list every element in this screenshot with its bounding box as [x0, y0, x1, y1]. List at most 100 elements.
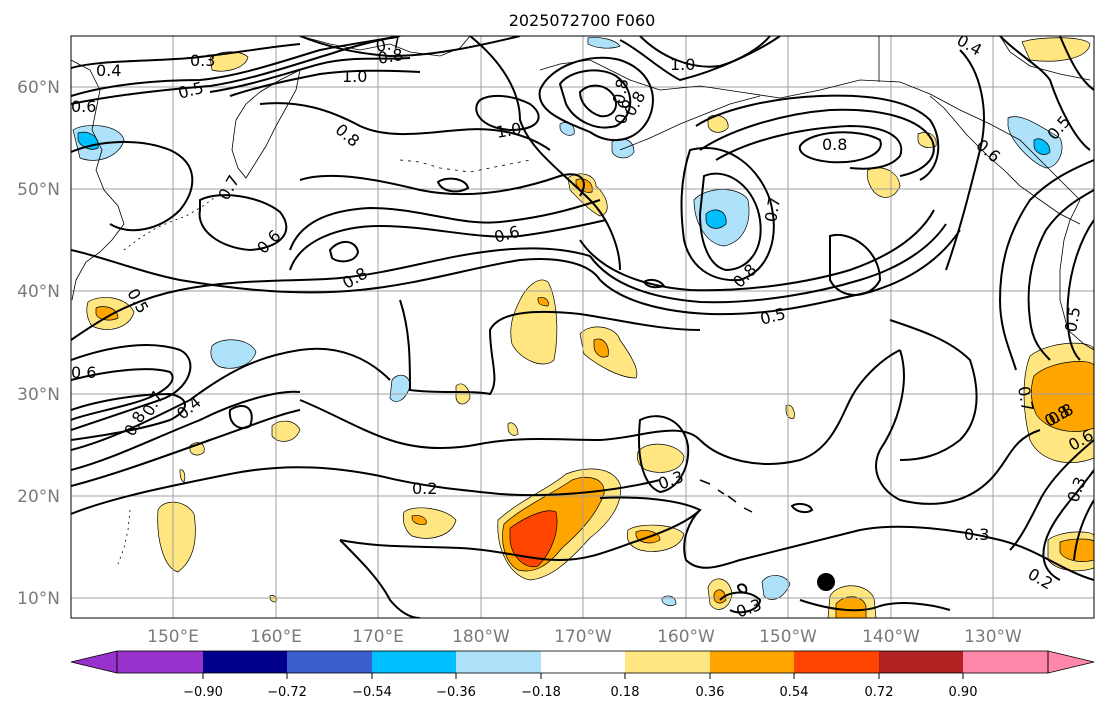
- lon-label: 170°W: [554, 627, 612, 647]
- figure-title: 2025072700 F060: [509, 11, 656, 30]
- lon-label: 130°W: [964, 627, 1022, 647]
- positive-shade: [411, 515, 427, 525]
- contour-line: [798, 131, 882, 164]
- contour-label: 0.7: [374, 33, 402, 56]
- contour-line: [71, 409, 301, 487]
- colorbar-segment: [794, 651, 879, 673]
- map-area: 0.4 0.3 0.5 0.7 0.8 1.0 0.8 1.0 0.6 0.8 …: [71, 33, 1094, 618]
- contour-line: [71, 466, 661, 515]
- contour-line: [71, 249, 601, 294]
- lat-label: 30°N: [17, 385, 60, 405]
- lon-label: 170°E: [352, 627, 404, 647]
- colorbar-tick-label: 0.36: [696, 685, 725, 700]
- contour-line: [538, 56, 654, 141]
- colorbar-segment: [710, 651, 794, 673]
- contour-line: [889, 319, 978, 461]
- colorbar-segment: [372, 651, 456, 673]
- contour-line: [558, 69, 632, 129]
- positive-shade: [835, 596, 867, 618]
- location-marker: [817, 573, 835, 591]
- colorbar-segment: [879, 651, 963, 673]
- aleutian-chain: [399, 159, 531, 173]
- negative-shade: [705, 209, 727, 229]
- lat-label: 50°N: [17, 180, 60, 200]
- contour-line: [619, 36, 781, 82]
- colorbar-tick-label: −0.18: [521, 685, 561, 700]
- colorbar-segment: [203, 651, 287, 673]
- contour-label: 0.8: [376, 45, 404, 68]
- contour-line: [715, 124, 903, 170]
- hawaiian-islands: [699, 479, 753, 513]
- contour-line: [790, 502, 814, 514]
- contour-line: [328, 241, 360, 263]
- contour-line: [339, 539, 421, 618]
- contour-label: 0.7: [1014, 385, 1037, 413]
- lat-label: 60°N: [17, 78, 60, 98]
- contour-label: 1.0: [342, 67, 367, 86]
- lon-label: 180°W: [452, 627, 510, 647]
- map-frame: [70, 35, 1095, 619]
- positive-shade: [157, 501, 196, 573]
- contour-line: [1059, 36, 1094, 91]
- contour-label: 0.4: [96, 61, 121, 80]
- colorbar-segment: [963, 651, 1048, 673]
- colorbar-extend-low: [70, 650, 118, 674]
- positive-shade: [1021, 37, 1091, 62]
- lat-label: 20°N: [17, 487, 60, 507]
- contour-line: [829, 233, 882, 296]
- contour-line: [339, 509, 701, 562]
- contour-label: 0.5: [1061, 305, 1084, 333]
- contour-lines: [71, 36, 1094, 618]
- contour-line: [875, 349, 1041, 505]
- contour-line: [599, 496, 1094, 581]
- contour-line: [71, 344, 192, 431]
- contour-line: [1073, 499, 1094, 561]
- positive-shade: [866, 167, 901, 198]
- colorbar-segment: [456, 651, 541, 673]
- lon-label: 140°W: [862, 627, 920, 647]
- colorbar-tick-label: 0.18: [611, 685, 640, 700]
- contour-line: [638, 415, 690, 494]
- contour-line: [475, 94, 540, 132]
- contour-line: [299, 173, 585, 197]
- colorbar-tick-label: −0.54: [352, 685, 392, 700]
- contour-line: [998, 159, 1094, 371]
- contour-line: [71, 368, 174, 421]
- contour-label: 1.0: [495, 119, 523, 142]
- contour-line: [642, 278, 666, 289]
- colorbar-segment: [287, 651, 372, 673]
- positive-shade: [636, 443, 685, 473]
- contour-line: [799, 599, 951, 612]
- contour-line: [699, 108, 935, 177]
- colorbar: −0.90 −0.72 −0.54 −0.36 −0.18 0.18 0.36 …: [70, 650, 1095, 700]
- colorbar-tick-label: 0.54: [780, 685, 809, 700]
- contour-line: [229, 69, 421, 97]
- contour-label: 0.2: [412, 479, 437, 498]
- contour-line: [736, 583, 748, 594]
- contour-line: [589, 223, 947, 304]
- contour-line: [71, 43, 301, 69]
- contour-line: [1066, 219, 1094, 361]
- contour-line: [71, 392, 186, 441]
- shaded-anomalies: [72, 37, 1094, 618]
- colorbar-frame: [116, 650, 1049, 674]
- lon-label: 160°E: [250, 627, 302, 647]
- contour-line: [1027, 189, 1094, 361]
- positive-shade: [509, 510, 558, 568]
- contour-line: [289, 199, 601, 251]
- contour-line: [209, 57, 411, 93]
- contour-line: [719, 591, 762, 614]
- coastline-alaska: [539, 59, 1081, 201]
- contour-line: [1009, 439, 1094, 551]
- contour-line: [198, 194, 288, 252]
- negative-shade: [587, 37, 621, 49]
- colorbar-tick-label: 0.72: [865, 685, 894, 700]
- contour-label: 0.3: [190, 51, 215, 70]
- colorbar-tick-label: −0.90: [183, 685, 223, 700]
- contour-label: 0.8: [822, 135, 847, 154]
- contour-line: [289, 219, 607, 271]
- contour-line: [698, 172, 762, 272]
- negative-shade: [1033, 138, 1051, 155]
- kuril-islands: [123, 197, 215, 251]
